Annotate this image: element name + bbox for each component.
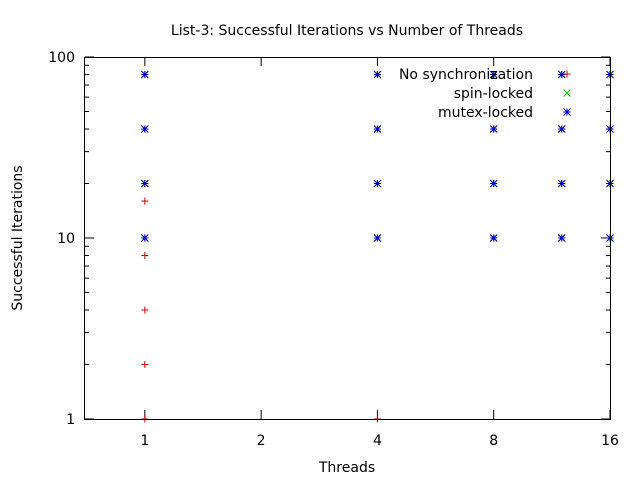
data-point xyxy=(489,125,498,133)
data-point xyxy=(557,70,566,79)
data-point xyxy=(373,234,382,242)
data-point xyxy=(373,125,382,133)
legend-marker xyxy=(563,70,571,78)
axis-ticks: 1 10 100 1 2 4 8 16 xyxy=(48,50,619,449)
data-point xyxy=(140,234,149,242)
x-tick-label: 4 xyxy=(373,433,382,449)
legend-marker xyxy=(563,108,571,116)
data-point xyxy=(141,361,149,369)
legend-marker xyxy=(563,89,571,97)
legend-label: mutex-locked xyxy=(438,105,533,121)
data-point xyxy=(557,125,566,133)
data-point xyxy=(140,125,149,133)
data-point xyxy=(557,179,566,188)
chart-title: List-3: Successful Iterations vs Number … xyxy=(171,23,523,39)
plot-frame xyxy=(84,57,611,420)
x-axis-label: Threads xyxy=(318,460,375,476)
data-point xyxy=(489,179,498,188)
y-tick-label: 10 xyxy=(57,231,75,247)
x-tick-label: 1 xyxy=(140,433,149,449)
y-tick-label: 100 xyxy=(48,50,75,66)
data-point xyxy=(140,179,149,188)
data-point xyxy=(373,70,382,79)
data-points xyxy=(140,70,614,423)
legend: No synchronization spin-locked mutex-locke… xyxy=(399,67,571,121)
data-point xyxy=(141,252,149,260)
data-point xyxy=(141,306,149,314)
data-point xyxy=(140,70,149,79)
legend-label: No synchronization xyxy=(399,67,533,83)
y-axis-label: Successful Iterations xyxy=(10,165,26,310)
x-tick-label: 16 xyxy=(601,433,619,449)
x-tick-label: 2 xyxy=(257,433,266,449)
data-point xyxy=(141,197,149,205)
legend-label: spin-locked xyxy=(454,86,533,102)
y-tick-label: 1 xyxy=(66,412,75,428)
data-point xyxy=(489,234,498,242)
data-point xyxy=(489,70,498,79)
x-tick-label: 8 xyxy=(489,433,498,449)
data-point xyxy=(557,234,566,242)
data-point xyxy=(373,179,382,188)
